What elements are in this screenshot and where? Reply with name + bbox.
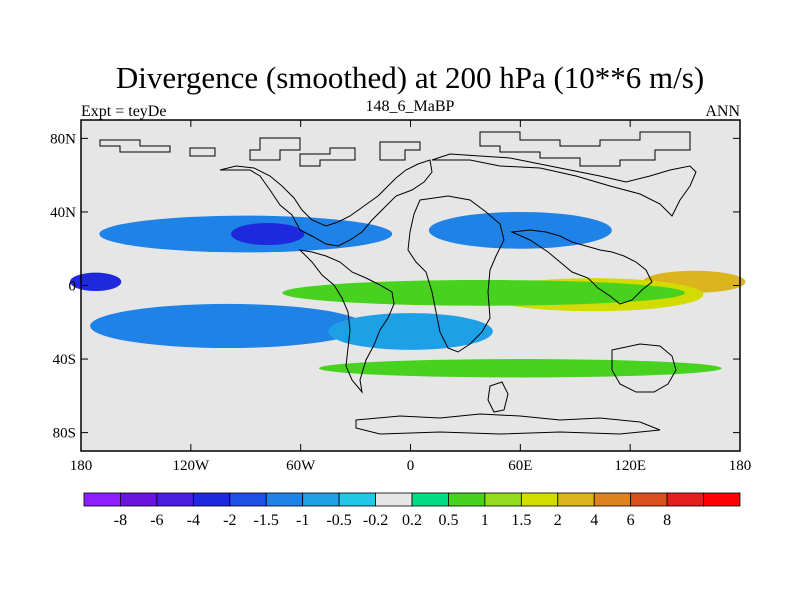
x-tick-label-2: 60W bbox=[286, 458, 316, 474]
colorbar-label-10: 1 bbox=[481, 512, 489, 529]
colorbar-swatch-13 bbox=[557, 492, 595, 507]
y-tick-label-2: 0 bbox=[69, 279, 77, 295]
coastline bbox=[99, 131, 697, 435]
colorbar-swatch-12 bbox=[520, 492, 559, 507]
colorbar-label-1: -6 bbox=[150, 512, 163, 529]
colorbar-swatch-0 bbox=[83, 492, 121, 507]
colorbar-label-12: 2 bbox=[554, 512, 562, 529]
chart-title: Divergence (smoothed) at 200 hPa (10**6 … bbox=[116, 60, 704, 95]
field-feature-2 bbox=[282, 279, 686, 306]
experiment-label: Expt = teyDe bbox=[81, 103, 166, 120]
colorbar-label-6: -0.5 bbox=[326, 512, 351, 529]
x-tick-label-6: 180 bbox=[729, 458, 752, 474]
x-tick-label-5: 120E bbox=[614, 458, 646, 474]
colorbar-swatch-6 bbox=[302, 492, 340, 507]
colorbar-label-7: -0.2 bbox=[363, 512, 388, 529]
field-feature-5 bbox=[231, 222, 305, 246]
colorbar-label-5: -1 bbox=[296, 512, 309, 529]
x-axis: 180 120W 60W 0 60E 120E 180 bbox=[70, 120, 752, 474]
colorbar-swatch-10 bbox=[448, 492, 486, 507]
field-feature-3 bbox=[70, 272, 122, 292]
field-feature-8 bbox=[328, 313, 493, 350]
y-tick-label-3: 40S bbox=[53, 352, 76, 368]
colorbar-label-15: 8 bbox=[663, 512, 671, 529]
x-tick-label-0: 180 bbox=[70, 458, 93, 474]
season-label: ANN bbox=[705, 103, 740, 120]
colorbar-label-0: -8 bbox=[114, 512, 127, 529]
colorbar-swatch-1 bbox=[120, 492, 158, 507]
colorbar-swatch-7 bbox=[338, 492, 376, 507]
colorbar-label-8: 0.2 bbox=[402, 512, 422, 529]
colorbar-label-4: -1.5 bbox=[254, 512, 279, 529]
colorbar-label-14: 6 bbox=[627, 512, 635, 529]
y-tick-label-0: 80N bbox=[50, 131, 76, 147]
colorbar-swatch-16 bbox=[666, 492, 704, 507]
x-tick-label-1: 120W bbox=[172, 458, 210, 474]
colorbar-swatch-4 bbox=[229, 492, 267, 507]
colorbar-label-9: 0.5 bbox=[438, 512, 458, 529]
colorbar-swatch-5 bbox=[265, 492, 304, 507]
y-tick-label-4: 80S bbox=[53, 426, 76, 442]
field-feature-9 bbox=[318, 359, 722, 378]
field-feature-7 bbox=[90, 303, 365, 349]
y-axis: 80N 40N 0 40S 80S bbox=[50, 131, 740, 442]
colorbar-label-3: -2 bbox=[223, 512, 236, 529]
colorbar-swatch-8 bbox=[375, 492, 413, 507]
colorbar: -8 -6 -4 -2 -1.5 -1 -0.5 -0.2 0.2 0.5 1 1.5 2 4 6 8 bbox=[83, 492, 741, 529]
y-tick-label-1: 40N bbox=[50, 205, 76, 221]
colorbar-label-13: 4 bbox=[590, 512, 598, 529]
period-label: 148_6_MaBP bbox=[366, 98, 455, 115]
colorbar-swatch-17 bbox=[703, 492, 741, 507]
colorbar-swatch-11 bbox=[484, 492, 522, 507]
colorbar-swatch-9 bbox=[411, 492, 449, 507]
colorbar-swatch-14 bbox=[593, 492, 632, 507]
field-feature-6 bbox=[428, 211, 612, 249]
colorbar-swatch-2 bbox=[156, 492, 194, 507]
x-tick-label-3: 0 bbox=[407, 458, 415, 474]
divergence-field bbox=[70, 211, 746, 378]
colorbar-label-2: -4 bbox=[187, 512, 200, 529]
colorbar-swatch-3 bbox=[192, 492, 231, 507]
x-tick-label-4: 60E bbox=[508, 458, 532, 474]
colorbar-swatch-15 bbox=[630, 492, 668, 507]
colorbar-label-11: 1.5 bbox=[511, 512, 531, 529]
plot-area: 80N 40N 0 40S 80S 180 120W 60W 0 60E 120E 180 bbox=[50, 119, 752, 474]
